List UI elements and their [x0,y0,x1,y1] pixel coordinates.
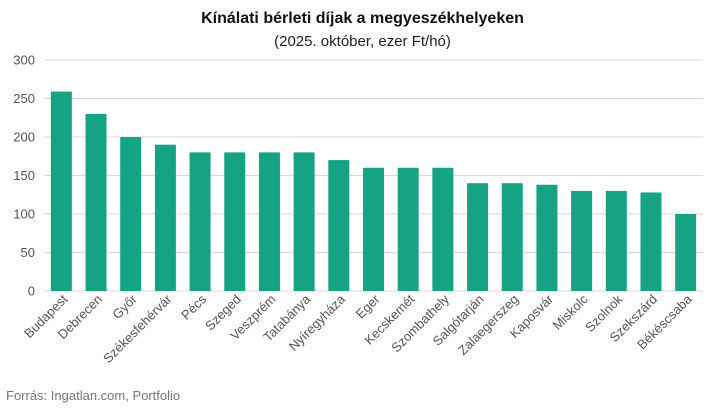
bar [675,214,697,291]
chart-title: Kínálati bérleti díjak a megyeszékhelyek… [201,10,524,27]
bar [293,152,315,291]
bar [536,184,558,291]
bar [189,152,211,291]
gridlines [44,59,703,292]
y-tick-label: 250 [13,91,35,106]
y-tick-label: 50 [21,245,35,260]
x-tick-label: Győr [109,291,140,322]
x-tick-label: Pécs [178,291,209,322]
bar [50,91,72,291]
bar [85,113,107,292]
bar [640,192,662,291]
y-tick-label: 150 [13,168,35,183]
bar [258,152,280,291]
bar [501,183,523,291]
y-tick-label: 200 [13,130,35,145]
bar [397,167,419,291]
bar [467,183,489,291]
y-tick-label: 300 [13,53,35,68]
x-tick-label: Eger [353,291,383,321]
bars [50,91,697,292]
bar [571,190,593,291]
source-note: Forrás: Ingatlan.com, Portfolio [6,388,181,403]
y-tick-label: 100 [13,207,35,222]
chart-subtitle: (2025. október, ezer Ft/hó) [274,33,451,50]
bar [120,137,142,291]
bar [605,190,627,291]
bar [224,152,246,291]
y-axis-ticks: 0 50 100 150 200 250 300 [13,53,35,299]
bar [432,167,454,291]
bar [154,144,176,291]
bar [328,160,350,291]
y-tick-label: 0 [28,284,35,299]
bar [363,167,384,291]
